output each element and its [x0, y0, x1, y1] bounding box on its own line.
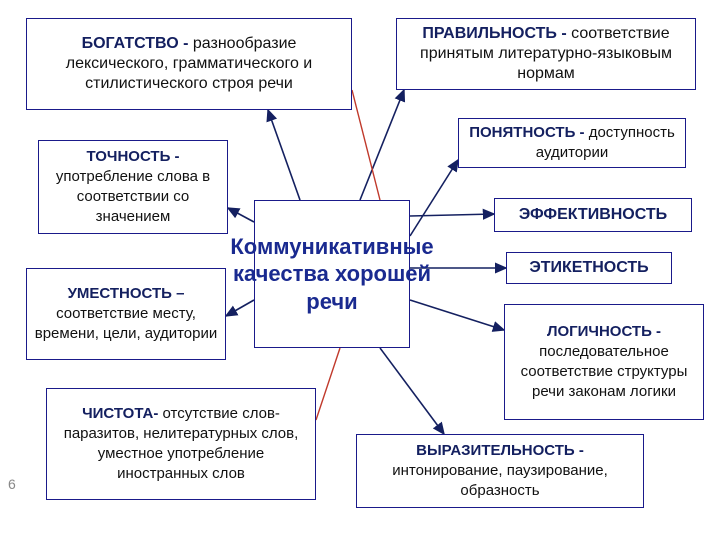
arrow-2 [228, 208, 254, 222]
node-ponyatnost-sep: - [575, 124, 588, 141]
node-logichnost: ЛОГИЧНОСТЬ - последовательное соответств… [504, 304, 704, 420]
redline-0 [352, 90, 380, 200]
node-bogatstvo-sep: - [179, 35, 193, 52]
node-bogatstvo-title: БОГАТСТВО [82, 35, 179, 52]
node-ponyatnost-title: ПОНЯТНОСТЬ [469, 124, 575, 141]
page-number-value: 6 [8, 476, 16, 492]
node-bogatstvo: БОГАТСТВО - разнообразие лексического, г… [26, 18, 352, 110]
node-vyrazitelnost: ВЫРАЗИТЕЛЬНОСТЬ - интонирование, паузиро… [356, 434, 644, 508]
node-tochnost: ТОЧНОСТЬ - употребление слова в соответс… [38, 140, 228, 234]
page-number: 6 [8, 476, 16, 492]
arrow-1 [360, 90, 404, 200]
node-logichnost-title: ЛОГИЧНОСТЬ [547, 323, 652, 340]
node-etiketnost: ЭТИКЕТНОСТЬ [506, 252, 672, 284]
arrow-0 [268, 110, 300, 200]
node-logichnost-desc: последовательное соответствие структуры … [521, 343, 688, 400]
arrow-8 [380, 348, 444, 434]
node-umestnost-sep: – [172, 285, 185, 302]
node-pravilnost-title: ПРАВИЛЬНОСТЬ [422, 25, 557, 42]
node-effektivnost-title: ЭФФЕКТИВНОСТЬ [519, 206, 667, 223]
arrow-4 [410, 214, 494, 216]
node-vyrazitelnost-title: ВЫРАЗИТЕЛЬНОСТЬ [416, 442, 575, 459]
node-effektivnost: ЭФФЕКТИВНОСТЬ [494, 198, 692, 232]
node-vyrazitelnost-desc: интонирование, паузирование, образность [392, 462, 608, 499]
node-chistota-title: ЧИСТОТА [82, 405, 153, 422]
arrow-5 [410, 160, 458, 236]
node-pravilnost: ПРАВИЛЬНОСТЬ - соответствие принятым лит… [396, 18, 696, 90]
node-chistota-sep: - [153, 405, 162, 422]
node-umestnost: УМЕСТНОСТЬ – соответствие месту, времени… [26, 268, 226, 360]
node-umestnost-desc: соответствие месту, времени, цели, аудит… [35, 305, 218, 342]
center-node: Коммуникативные качества хорошей речи [254, 200, 410, 348]
node-vyrazitelnost-sep: - [575, 442, 584, 459]
redline-1 [316, 348, 340, 420]
node-logichnost-sep: - [652, 323, 661, 340]
node-tochnost-sep: - [170, 148, 179, 165]
node-chistota: ЧИСТОТА- отсутствие слов-паразитов, нели… [46, 388, 316, 500]
node-pravilnost-sep: - [557, 25, 571, 42]
node-ponyatnost: ПОНЯТНОСТЬ - доступность аудитории [458, 118, 686, 168]
center-label: Коммуникативные качества хорошей речи [230, 233, 433, 316]
node-etiketnost-title: ЭТИКЕТНОСТЬ [529, 259, 648, 276]
diagram-stage: Коммуникативные качества хорошей речи БО… [0, 0, 720, 540]
node-tochnost-desc: употребление слова в соответствии со зна… [56, 168, 210, 225]
node-umestnost-title: УМЕСТНОСТЬ [68, 285, 172, 302]
node-tochnost-title: ТОЧНОСТЬ [86, 148, 170, 165]
